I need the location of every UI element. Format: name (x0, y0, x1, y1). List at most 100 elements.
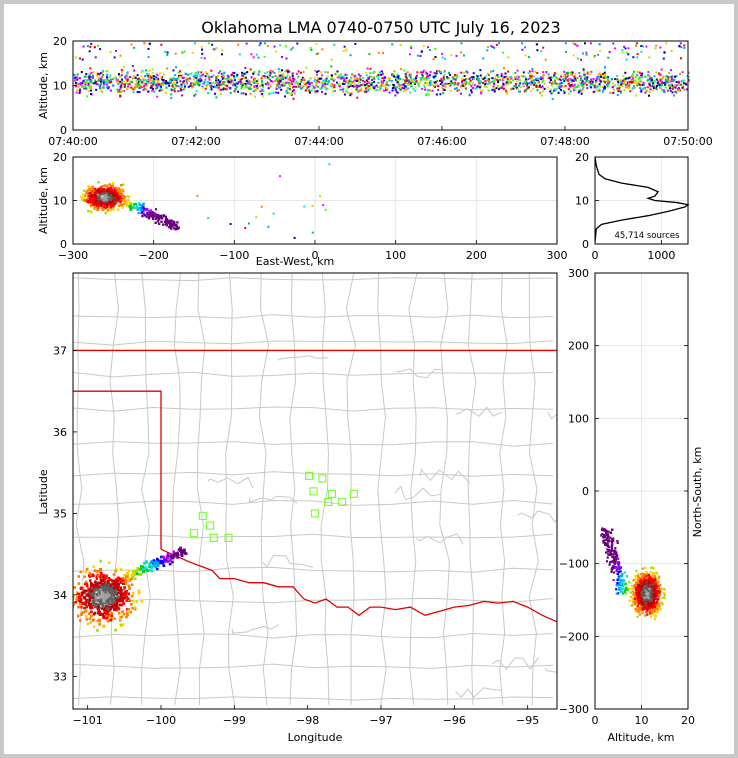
source-point (293, 85, 296, 88)
source-point (559, 79, 562, 82)
source-point (333, 84, 336, 87)
source-point (677, 89, 680, 92)
source-point (397, 77, 400, 80)
source-point (528, 82, 531, 85)
source-point (160, 83, 163, 86)
source-point (528, 70, 531, 73)
source-point (502, 78, 505, 81)
source-point (117, 196, 120, 200)
source-point (406, 80, 409, 83)
source-point (201, 52, 204, 55)
source-point (277, 86, 280, 89)
source-point (482, 78, 485, 80)
source-point (286, 91, 289, 94)
source-point (334, 73, 337, 76)
source-point (683, 46, 686, 49)
source-point (441, 86, 444, 89)
source-point (86, 95, 89, 98)
source-point (164, 215, 167, 218)
source-point (444, 57, 446, 60)
source-point (442, 88, 445, 91)
source-point (244, 67, 247, 69)
source-point (387, 84, 390, 87)
ew-x-tick-3-label: 0 (312, 249, 319, 262)
source-point (427, 84, 430, 87)
source-point (106, 78, 109, 81)
source-point (241, 71, 243, 74)
source-point (521, 42, 524, 45)
county-boundary (439, 273, 450, 706)
source-point (648, 74, 651, 77)
source-point (98, 198, 101, 201)
source-point (180, 83, 183, 86)
source-point (248, 80, 251, 83)
source-point (156, 85, 159, 88)
source-point (101, 80, 104, 83)
source-point (501, 85, 504, 88)
source-point (89, 89, 92, 92)
source-point (490, 70, 493, 73)
source-point (623, 81, 626, 84)
source-point (101, 75, 104, 78)
source-point (150, 84, 153, 87)
source-point (107, 194, 110, 197)
source-point (257, 73, 260, 76)
source-point (626, 51, 629, 54)
source-point (101, 208, 104, 211)
source-point (85, 88, 88, 91)
source-point (343, 77, 346, 80)
time-height-ylabel: Altitude, km (37, 52, 50, 119)
source-point (273, 72, 276, 74)
source-point (89, 189, 92, 192)
source-point (157, 216, 160, 219)
source-point (145, 209, 148, 212)
source-point (234, 84, 237, 87)
source-point (407, 84, 409, 87)
source-point (162, 223, 165, 226)
source-point (424, 81, 427, 84)
source-point (470, 89, 473, 92)
source-point (468, 78, 471, 81)
source-point (116, 195, 119, 198)
source-point (354, 83, 357, 86)
source-point (371, 79, 374, 81)
source-point (666, 78, 668, 81)
source-point (148, 42, 151, 45)
source-point (88, 194, 91, 198)
source-point (567, 92, 570, 95)
source-point (623, 89, 626, 91)
source-point (150, 81, 153, 84)
source-point (195, 74, 198, 77)
source-point (314, 69, 317, 72)
source-point (447, 76, 450, 79)
source-point (578, 72, 581, 74)
source-point (681, 71, 684, 74)
source-point (462, 83, 465, 86)
source-point (328, 163, 331, 166)
source-point (264, 42, 266, 45)
source-point (453, 83, 455, 86)
source-point (505, 81, 508, 84)
source-point (152, 215, 155, 218)
source-point (116, 88, 119, 91)
source-point (394, 76, 397, 79)
source-point (419, 79, 422, 82)
source-point (141, 80, 144, 83)
hist-alt-tick-1-label: 10 (575, 195, 589, 208)
source-point (677, 88, 680, 90)
source-point (311, 231, 314, 234)
source-point (108, 81, 111, 84)
source-point (191, 85, 194, 88)
source-point (524, 46, 526, 49)
source-point (185, 77, 188, 80)
source-point (297, 70, 300, 73)
source-point (369, 87, 372, 90)
source-point (647, 74, 650, 77)
source-point (664, 78, 667, 81)
source-point (172, 89, 175, 91)
source-point (194, 42, 196, 45)
source-point (346, 91, 349, 94)
source-point (106, 210, 109, 213)
source-point (275, 78, 278, 81)
source-point (106, 190, 109, 193)
